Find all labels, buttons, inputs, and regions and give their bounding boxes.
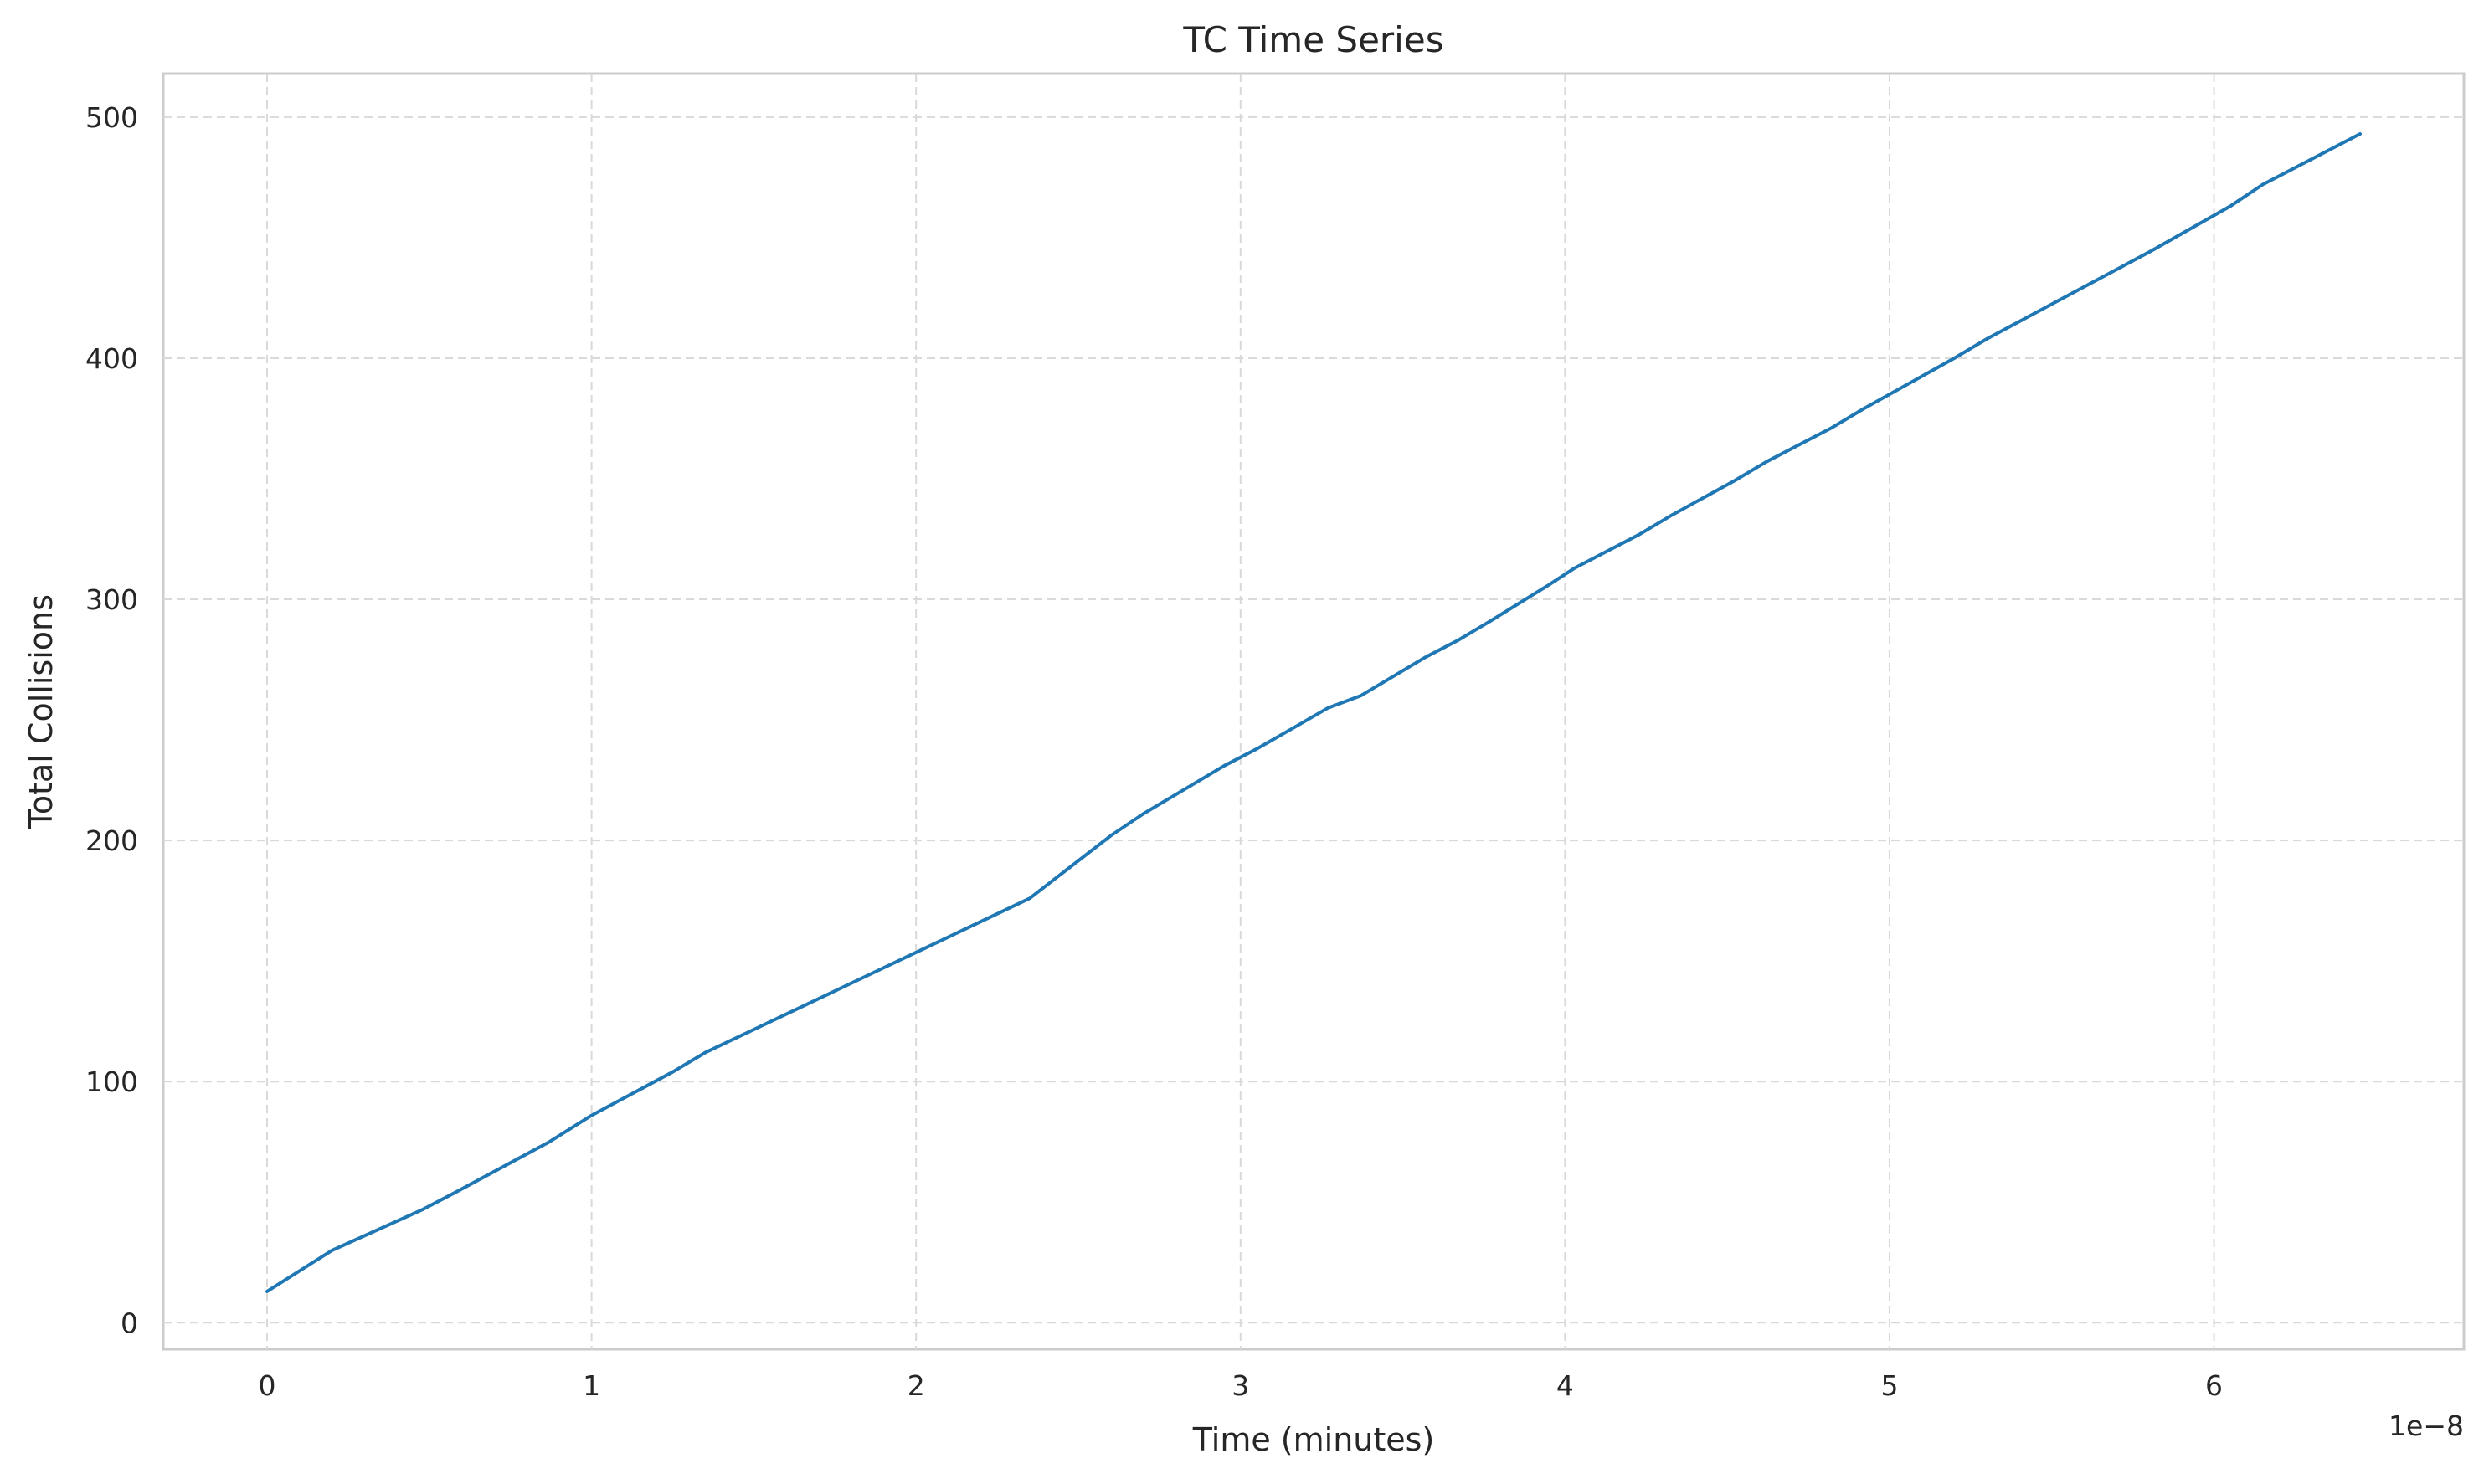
x-tick-labels: 0 1 2 3 4 5 6 [259, 1369, 2224, 1402]
y-tick-label: 100 [85, 1066, 138, 1098]
series-layer [265, 132, 2362, 1293]
y-tick-label: 200 [85, 824, 138, 857]
x-tick-label: 0 [259, 1369, 276, 1402]
y-tick-label: 0 [121, 1307, 138, 1339]
x-tick-label: 3 [1232, 1369, 1249, 1402]
x-axis-label: Time (minutes) [1192, 1421, 1435, 1458]
series-line [265, 132, 2362, 1293]
y-tick-label: 400 [85, 342, 138, 375]
x-tick-label: 5 [1880, 1369, 1898, 1402]
x-tick-label: 6 [2205, 1369, 2223, 1402]
x-tick-label: 1 [583, 1369, 600, 1402]
y-tick-label: 500 [85, 101, 138, 134]
chart-title: TC Time Series [1182, 19, 1443, 60]
y-axis-label: Total Collisions [23, 594, 59, 829]
plot-area [162, 72, 2466, 1351]
x-tick-label: 4 [1556, 1369, 1574, 1402]
x-offset-label: 1e−8 [2389, 1410, 2464, 1442]
grid-lines [163, 74, 2464, 1349]
y-tick-label: 300 [85, 583, 138, 616]
x-tick-label: 2 [908, 1369, 925, 1402]
y-tick-labels: 0 100 200 300 400 500 [85, 101, 138, 1339]
